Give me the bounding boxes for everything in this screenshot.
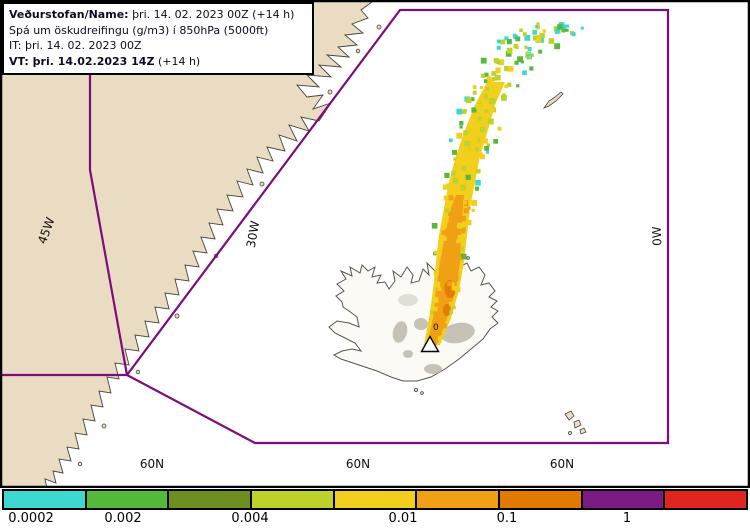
- volcano-marker: 0: [420, 323, 440, 353]
- colorbar-segment-6: [500, 491, 583, 508]
- colorbar: [2, 489, 748, 510]
- latitude-label-60n-right: 60N: [550, 457, 574, 471]
- vestmannaeyjar-island: [420, 391, 424, 395]
- greenland-landmass: [0, 0, 373, 488]
- jan-mayen-island: [542, 91, 564, 109]
- map-canvas: 0 45W 30W 0W 60N 60N 60N: [0, 0, 750, 488]
- vestmannaeyjar-island: [413, 387, 418, 392]
- ash-plume-speckles: [423, 22, 584, 347]
- colorbar-tick-label: 0.01: [388, 511, 418, 526]
- volcano-label: 0: [433, 323, 439, 333]
- map-frame: [0, 0, 750, 488]
- volcano-triangle-icon: [420, 335, 440, 353]
- info-line-it: IT: þri. 14. 02. 2023 00Z: [9, 39, 142, 53]
- colorbar-segment-1: [86, 491, 170, 508]
- info-line-product: Spá um öskudreifingu (g/m3) í 850hPa (50…: [9, 23, 269, 37]
- colorbar-segment-0: [4, 491, 87, 508]
- colorbar-segment-3: [252, 491, 335, 508]
- colorbar-segment-5: [417, 491, 501, 508]
- longitude-label-30w: 30W: [244, 220, 263, 249]
- latitude-label-60n-mid: 60N: [346, 457, 370, 471]
- colorbar-segment-2: [169, 491, 253, 508]
- colorbar-segment-7: [582, 491, 666, 508]
- info-line-vt-value: (+14 h): [157, 54, 201, 68]
- colorbar-tick-label: 0.1: [496, 511, 518, 526]
- latitude-label-60n-left: 60N: [140, 457, 164, 471]
- colorbar-tick-label: 1: [622, 511, 632, 526]
- colorbar-segment-8: [665, 491, 747, 508]
- islet: [466, 256, 470, 260]
- longitude-label-0w: 0W: [650, 226, 665, 246]
- colorbar-tick-label: 0.004: [231, 511, 269, 526]
- colorbar-segment-4: [334, 491, 418, 508]
- info-line-vt-label: VT: þri. 14.02.2023 14Z: [9, 54, 155, 68]
- ash-plume: [423, 22, 584, 347]
- info-line-vt: VT: þri. 14.02.2023 14Z (+14 h): [9, 54, 307, 70]
- faroe-islands: [564, 410, 587, 435]
- colorbar-tick-label: 0.002: [104, 511, 142, 526]
- ash-plume-max-concentration: [443, 304, 451, 316]
- info-line-run: Veðurstofan/Name: þri. 14. 02. 2023 00Z …: [9, 7, 307, 23]
- info-line-run-value: þri. 14. 02. 2023 00Z (+14 h): [132, 8, 295, 21]
- info-line-run-label: Veðurstofan/Name:: [9, 8, 129, 21]
- colorbar-tick-label: 0.0002: [8, 511, 54, 526]
- colorbar-ticks: 0.0002 0.002 0.004 0.01 0.1 1: [0, 511, 750, 531]
- forecast-info-box: Veðurstofan/Name: þri. 14. 02. 2023 00Z …: [2, 2, 314, 76]
